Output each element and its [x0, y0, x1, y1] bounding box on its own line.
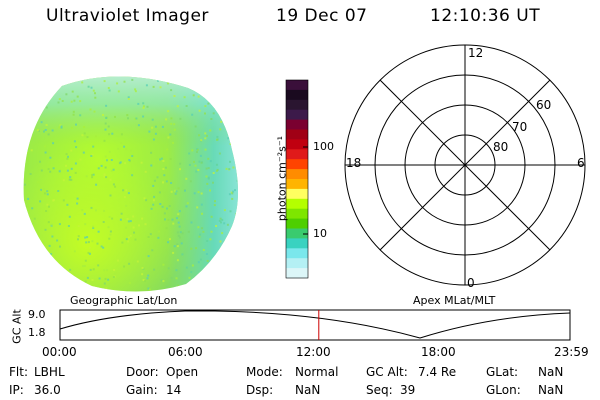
- status-filter-value: LBHL: [34, 365, 65, 379]
- colorbar-cell: [286, 208, 308, 220]
- timeline-left-title: Geographic Lat/Lon: [70, 294, 178, 307]
- instrument-title: Ultraviolet Imager: [46, 6, 209, 26]
- mlt-label-6: 6: [577, 156, 585, 170]
- time-tick-2359: 23:59: [554, 345, 589, 359]
- colorbar-cell: [286, 159, 308, 170]
- colorbar-cell: [286, 89, 308, 101]
- status-gain-label: Gain:: [126, 383, 158, 397]
- time-tick-0000: 00:00: [42, 345, 77, 359]
- colorbar-cell: [286, 258, 308, 269]
- status-filter-label: Flt:: [9, 365, 28, 379]
- colorbar-cell: [286, 268, 308, 279]
- status-door-label: Door:: [126, 365, 159, 379]
- status-ip-value: 36.0: [34, 383, 61, 397]
- status-gcalt-value: 7.4 Re: [418, 365, 457, 379]
- colorbar-cell: [286, 169, 308, 180]
- colorbar-cell: [286, 149, 308, 160]
- colorbar-cell: [286, 238, 308, 249]
- colorbar-cell: [286, 248, 308, 259]
- timeline-right-title: Apex MLat/MLT: [413, 294, 496, 307]
- mlt-label-0: 0: [467, 276, 475, 290]
- colorbar-cell: [286, 218, 308, 229]
- colorbar-cell: [286, 188, 308, 200]
- status-dsp-value: NaN: [295, 383, 321, 397]
- mlt-label-18: 18: [346, 156, 362, 170]
- status-ip-label: IP:: [9, 383, 24, 397]
- status-gain-value: 14: [166, 383, 182, 397]
- date-label: 19 Dec 07: [276, 6, 368, 26]
- altitude-curve: [59, 310, 571, 339]
- colorbar-cell: [286, 109, 308, 121]
- lat-label-60: 60: [536, 98, 552, 112]
- status-glon-value: NaN: [538, 383, 564, 397]
- colorbar-tick-label-100: 100: [313, 140, 334, 153]
- colorbar-cell: [286, 99, 308, 111]
- colorbar-cell: [286, 119, 308, 130]
- timeline-frame: [59, 309, 571, 341]
- status-mode-value: Normal: [295, 365, 339, 379]
- status-seq-value: 39: [400, 383, 416, 397]
- lat-label-70: 70: [512, 120, 528, 134]
- time-tick-1200: 12:00: [296, 345, 331, 359]
- polar-diagonal-2: [379, 79, 551, 251]
- colorbar-cell: [286, 179, 308, 190]
- colorbar-cell: [286, 228, 308, 239]
- status-door-value: Open: [166, 365, 199, 379]
- mlt-label-12: 12: [468, 46, 484, 60]
- status-gcalt-label: GC Alt:: [366, 365, 408, 379]
- status-seq-label: Seq:: [366, 383, 393, 397]
- colorbar-tick-label-10: 10: [313, 227, 327, 240]
- status-glat-label: GLat:: [486, 365, 519, 379]
- status-dsp-label: Dsp:: [246, 383, 274, 397]
- timeline-ymin-label: 1.8: [28, 326, 46, 339]
- colorbar-cell: [286, 139, 308, 150]
- time-tick-0600: 06:00: [168, 345, 203, 359]
- status-glat-value: NaN: [538, 365, 564, 379]
- status-glon-label: GLon:: [486, 383, 521, 397]
- colorbar-cell: [286, 129, 308, 140]
- lat-label-80: 80: [493, 140, 509, 154]
- status-mode-label: Mode:: [246, 365, 283, 379]
- colorbar-cell: [286, 80, 308, 91]
- timeline-ymax-label: 9.0: [28, 308, 46, 321]
- time-tick-1800: 18:00: [421, 345, 456, 359]
- colorbar-cell: [286, 198, 308, 210]
- time-label: 12:10:36 UT: [430, 6, 541, 26]
